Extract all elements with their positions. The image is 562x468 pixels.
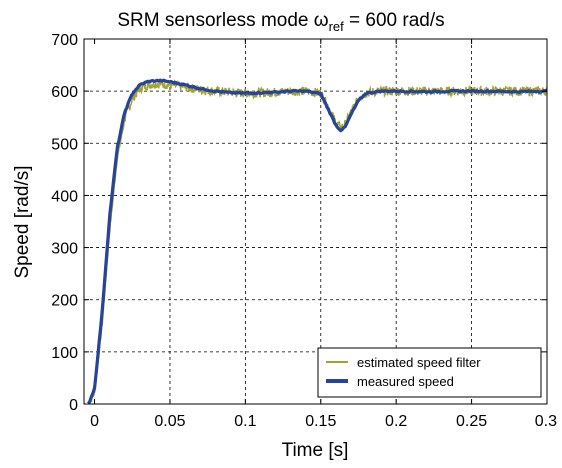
chart-title: SRM sensorless mode ωref = 600 rad/s [117, 10, 444, 34]
legend-box [317, 347, 542, 398]
x-tick-label: 0.3 [535, 413, 557, 430]
y-tick-label: 200 [51, 293, 78, 310]
y-tick-label: 100 [51, 345, 78, 362]
title-tail: = 600 rad/s [344, 10, 445, 31]
x-tick-label: 0.2 [385, 413, 407, 430]
y-tick-label: 300 [51, 241, 78, 258]
x-tick-label: 0.05 [154, 413, 185, 430]
series-line-measured [87, 78, 547, 404]
legend-label: measured speed [357, 374, 454, 389]
y-tick-label: 600 [51, 84, 78, 101]
y-tick-label: 400 [51, 188, 78, 205]
x-axis-label: Time [s] [282, 440, 349, 461]
y-tick-label: 700 [51, 32, 78, 49]
series-line-estimated [87, 79, 547, 404]
x-ticks: 0 0.05 0.1 0.15 0.2 0.25 0.3 [90, 39, 557, 430]
title-main: SRM sensorless mode ω [117, 10, 328, 31]
legend: estimated speed filter measured speed [317, 347, 542, 398]
legend-label: estimated speed filter [357, 355, 481, 370]
x-tick-label: 0.25 [456, 413, 487, 430]
y-axis-label: Speed [rad/s] [12, 165, 33, 278]
y-ticks: 0 100 200 300 400 500 600 700 [51, 32, 547, 414]
x-tick-label: 0.15 [305, 413, 336, 430]
y-tick-label: 0 [69, 397, 78, 414]
series-layer [87, 78, 547, 404]
plot-area [83, 38, 548, 405]
x-tick-label: 0.1 [234, 413, 256, 430]
y-tick-label: 500 [51, 136, 78, 153]
x-tick-label: 0 [90, 413, 99, 430]
plot-frame [83, 38, 548, 405]
title-subscript: ref [329, 19, 345, 34]
